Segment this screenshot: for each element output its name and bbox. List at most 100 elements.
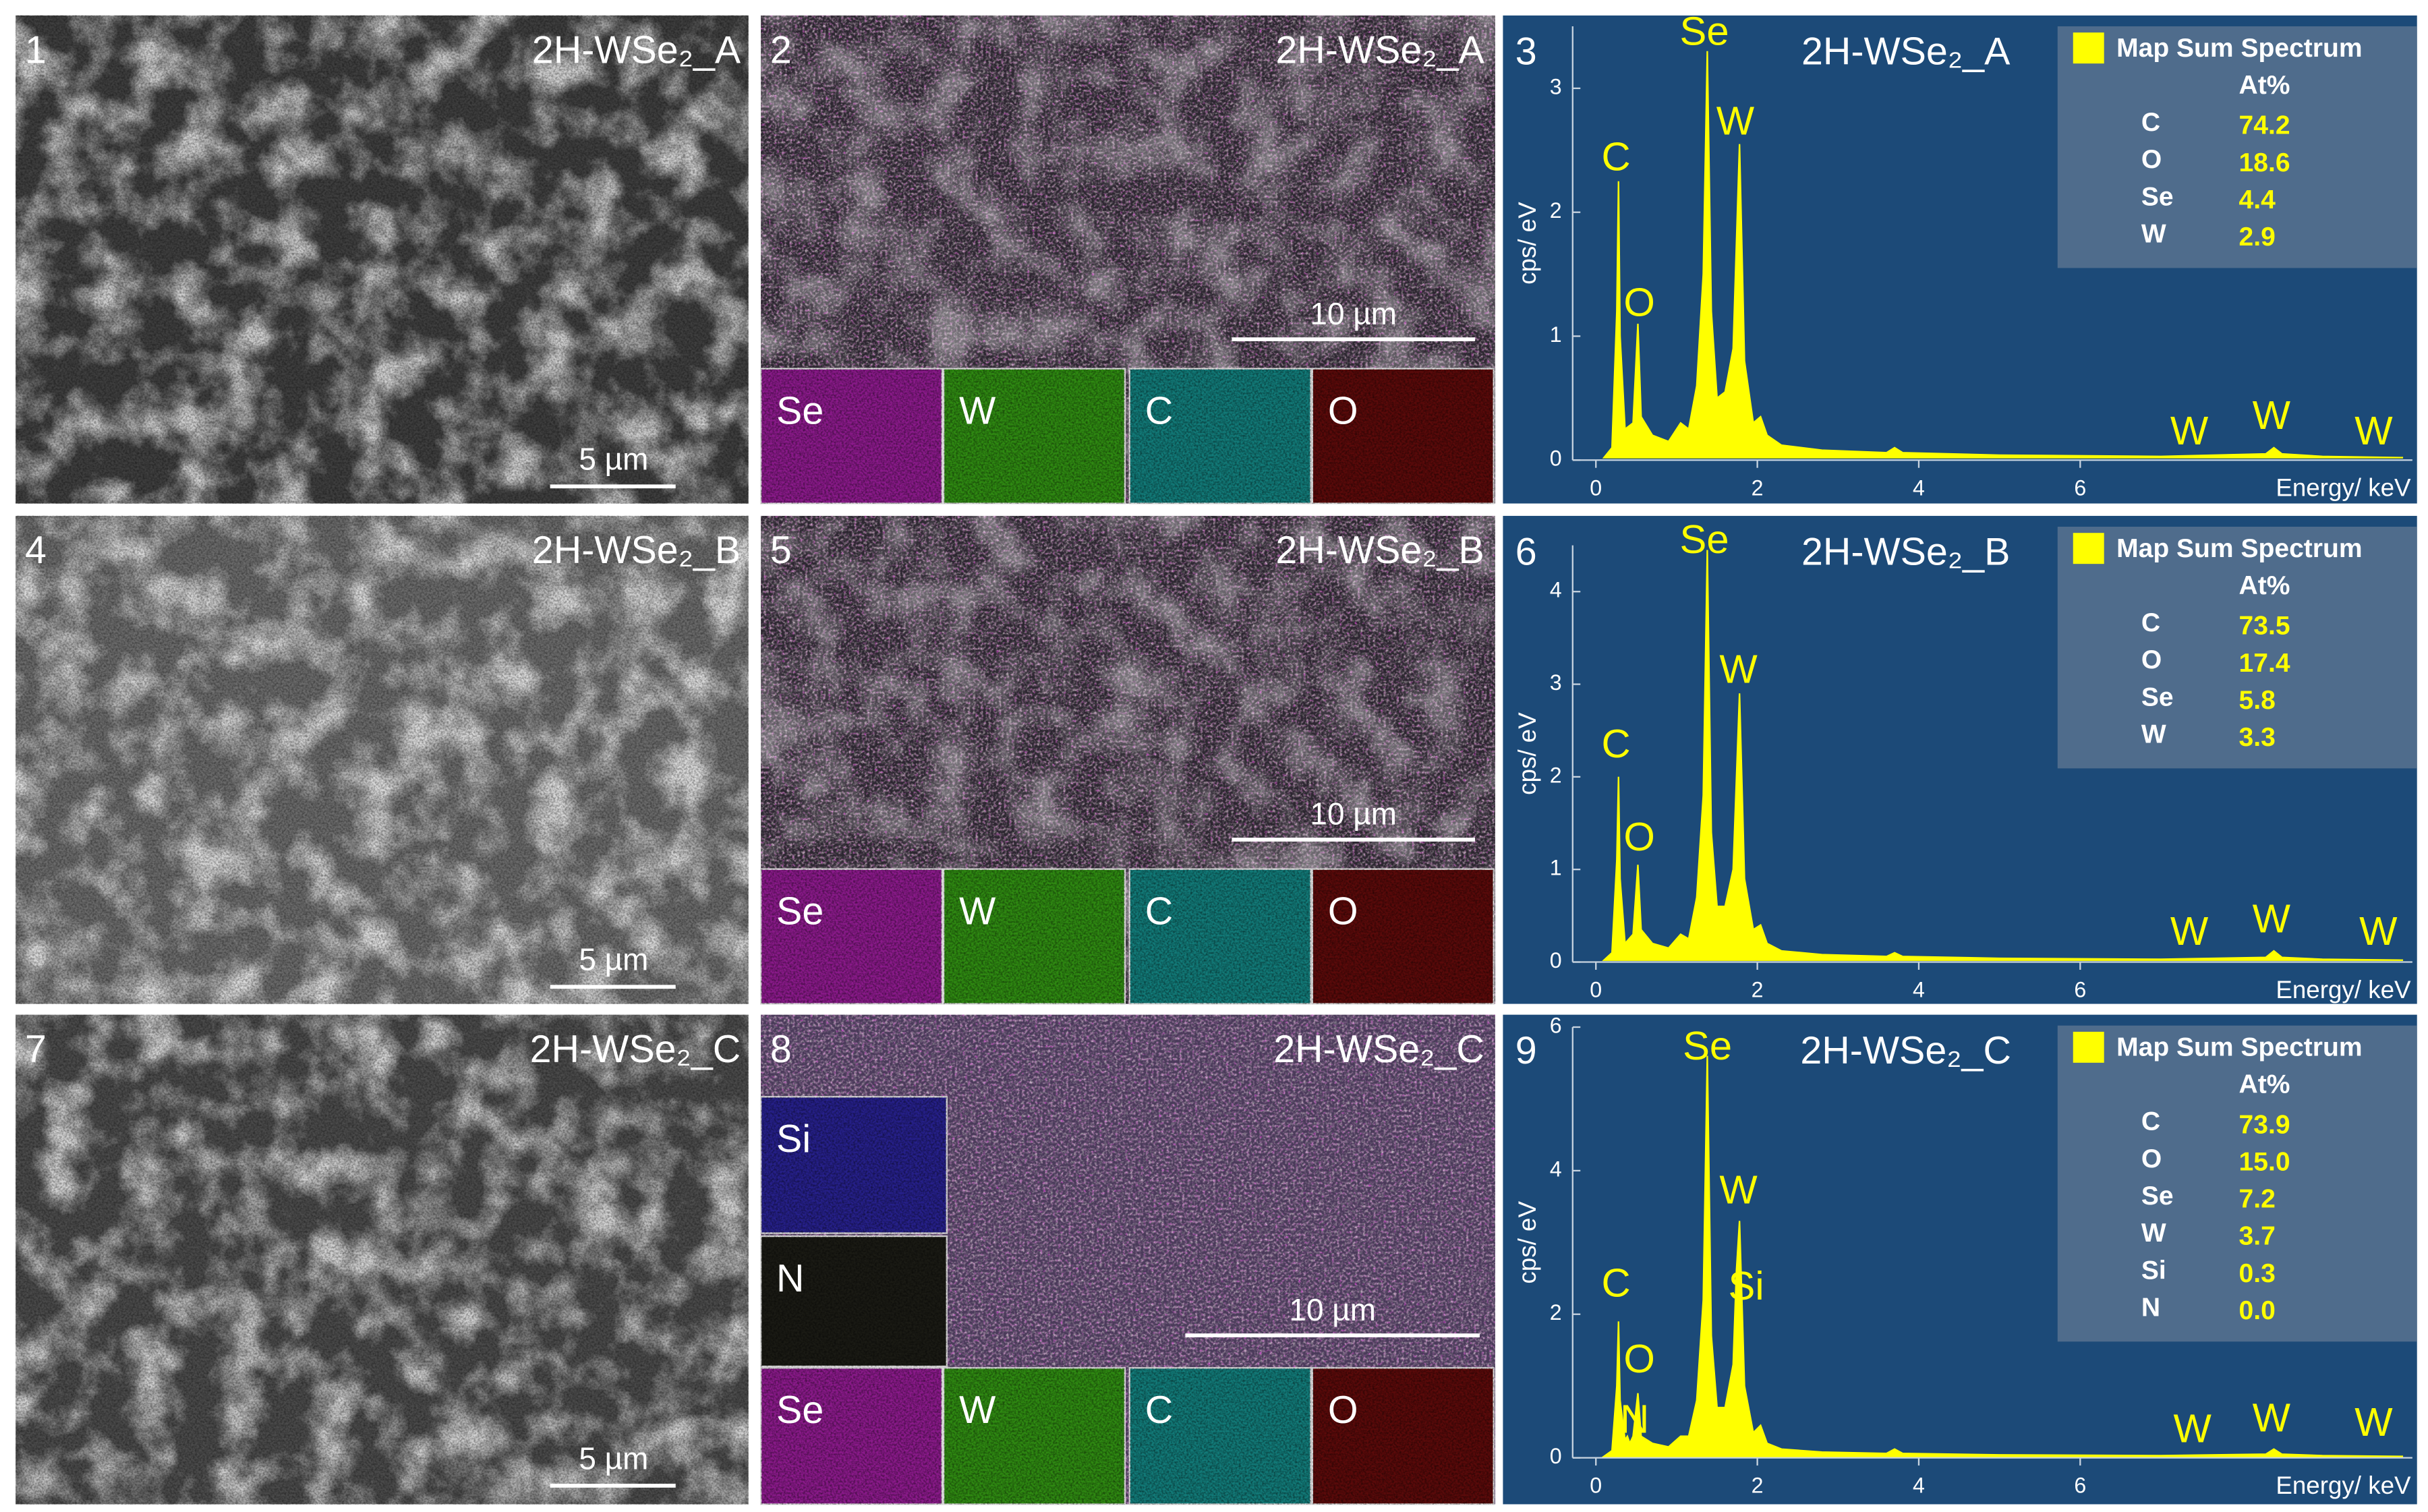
peak-label: C — [1602, 1260, 1631, 1305]
x-tick-label: 4 — [1913, 475, 1925, 500]
element-percent: 4.4 — [2239, 185, 2276, 214]
peak-label: W — [2253, 896, 2291, 941]
y-tick-label: 0 — [1550, 948, 1562, 972]
element-name: C — [2141, 608, 2160, 637]
y-tick-label: 1 — [1550, 322, 1562, 347]
element-percent: 18.6 — [2239, 148, 2290, 177]
panel-title: 2H-WSe₂_C — [1273, 1028, 1484, 1071]
element-tile-grain — [944, 1368, 1125, 1505]
element-name: Se — [2141, 182, 2174, 211]
legend-label: Map Sum Spectrum — [2116, 34, 2363, 63]
legend-label: Map Sum Spectrum — [2116, 534, 2363, 563]
element-percent: 3.3 — [2239, 723, 2276, 752]
scale-bar-label: 10 µm — [1310, 796, 1397, 832]
element-name: O — [2141, 145, 2162, 174]
element-name: W — [2141, 720, 2166, 749]
y-tick-label: 2 — [1550, 763, 1562, 787]
element-percent: 15.0 — [2239, 1147, 2290, 1176]
panel-title: 2H-WSe₂_B — [532, 529, 741, 572]
sem-grain — [16, 15, 749, 504]
sem-grain — [16, 515, 749, 1004]
x-tick-label: 2 — [1752, 1474, 1764, 1498]
x-axis-label: Energy/ keV — [2276, 474, 2411, 502]
element-tile-grain — [761, 869, 942, 1004]
peak-label: W — [2170, 408, 2209, 453]
x-tick-label: 6 — [2074, 475, 2086, 500]
element-tile-label: O — [1328, 390, 1358, 433]
peak-label: W — [1716, 98, 1755, 144]
element-tile-grain — [1312, 1368, 1494, 1505]
element-name: Se — [2141, 682, 2174, 711]
y-tick-label: 0 — [1550, 446, 1562, 471]
peak-label: Se — [1683, 1023, 1732, 1068]
element-tile-grain — [761, 368, 942, 504]
peak-label: O — [1623, 1336, 1654, 1381]
element-tile-label: Se — [776, 1389, 823, 1432]
element-name: Se — [2141, 1182, 2174, 1211]
element-tile-grain — [1129, 869, 1311, 1004]
peak-label: Se — [1680, 8, 1729, 53]
x-axis-label: Energy/ keV — [2276, 1472, 2411, 1499]
panel-number: 8 — [770, 1028, 792, 1071]
element-tile-grain — [761, 1097, 947, 1233]
x-tick-label: 4 — [1913, 1474, 1925, 1498]
peak-label: Se — [1680, 517, 1729, 562]
panel-number: 1 — [25, 28, 47, 71]
element-tile-grain — [1129, 368, 1311, 504]
composition-header: At% — [2239, 71, 2290, 100]
x-tick-label: 2 — [1752, 978, 1764, 1002]
y-axis-label: cps/ eV — [1513, 1201, 1541, 1284]
peak-label: O — [1623, 814, 1654, 859]
legend-swatch — [2073, 533, 2104, 564]
element-name: C — [2141, 108, 2160, 137]
x-tick-label: 4 — [1913, 978, 1925, 1002]
sem-grain — [16, 1014, 749, 1505]
element-tile-grain — [1312, 368, 1494, 504]
element-tile-grain — [1312, 869, 1494, 1004]
y-axis-label: cps/ eV — [1513, 712, 1541, 795]
element-tile-label: C — [1145, 390, 1173, 433]
panel-title: 2H-WSe₂_A — [1275, 28, 1484, 71]
element-percent: 3.7 — [2239, 1222, 2276, 1251]
peak-label: N — [1620, 1397, 1649, 1442]
element-tile-grain — [944, 869, 1125, 1004]
element-tile-label: Se — [776, 390, 823, 433]
legend-swatch — [2073, 1031, 2104, 1063]
panel-title: 2H-WSe₂_C — [530, 1028, 741, 1071]
scale-bar-label: 10 µm — [1310, 296, 1397, 331]
spectrum — [1602, 51, 2404, 459]
panel-title: 2H-WSe₂_A — [532, 28, 741, 71]
panel-number: 5 — [770, 529, 792, 572]
peak-label: W — [1719, 647, 1758, 692]
peak-label: W — [2170, 908, 2209, 954]
element-name: W — [2141, 219, 2166, 248]
scale-bar-label: 10 µm — [1289, 1292, 1376, 1327]
peak-label: W — [2253, 1395, 2291, 1440]
legend-swatch — [2073, 32, 2104, 64]
panel-title: 2H-WSe₂_B — [1275, 529, 1484, 572]
element-name: O — [2141, 1144, 2162, 1173]
composition-header: At% — [2239, 571, 2290, 600]
y-tick-label: 6 — [1550, 1013, 1562, 1037]
peak-label: W — [2359, 908, 2398, 954]
y-tick-label: 0 — [1550, 1444, 1562, 1468]
element-percent: 73.9 — [2239, 1110, 2290, 1139]
x-tick-label: 6 — [2074, 1474, 2086, 1498]
y-tick-label: 3 — [1550, 670, 1562, 695]
composition-header: At% — [2239, 1070, 2290, 1099]
element-tile-grain — [761, 1236, 947, 1367]
panel-number: 4 — [25, 529, 47, 572]
peak-label: C — [1602, 134, 1631, 179]
element-tile-label: C — [1145, 1389, 1173, 1432]
element-tile-grain — [1129, 1368, 1311, 1505]
element-percent: 0.3 — [2239, 1259, 2276, 1288]
y-tick-label: 2 — [1550, 1300, 1562, 1325]
legend-label: Map Sum Spectrum — [2116, 1033, 2363, 1062]
element-tile-grain — [761, 1368, 942, 1505]
element-tile-label: W — [959, 1389, 995, 1432]
y-tick-label: 4 — [1550, 1157, 1562, 1181]
element-tile-label: Se — [776, 890, 823, 933]
x-tick-label: 0 — [1590, 978, 1602, 1002]
